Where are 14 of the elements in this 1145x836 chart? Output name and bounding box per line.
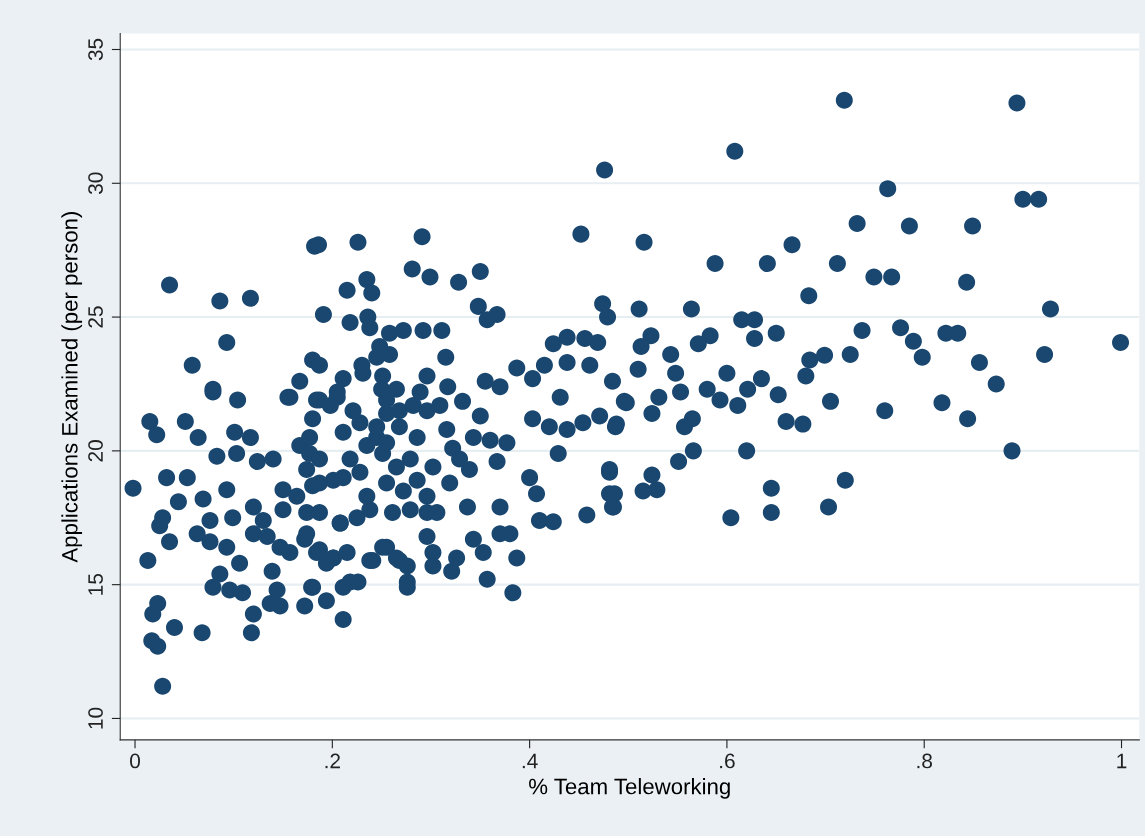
x-tick-label: .4 [522,753,538,769]
y-tick-label: 35 [88,38,103,61]
x-tick-label: .8 [917,753,932,769]
y-tick-label: 30 [88,172,103,195]
y-tick-label: 15 [88,573,103,595]
x-axis-title: % Team Teleworking [529,778,730,799]
y-axis-title: Applications Examined (per person) [61,212,83,563]
y-tick-label: 10 [88,707,103,729]
x-tick-label: .2 [325,753,340,769]
y-tick-label: 20 [88,440,103,462]
x-tick-label: 1 [1117,753,1127,769]
x-tick-label: 0 [130,753,140,769]
y-tick-label: 25 [88,306,103,328]
x-tick-label: .6 [720,753,735,769]
